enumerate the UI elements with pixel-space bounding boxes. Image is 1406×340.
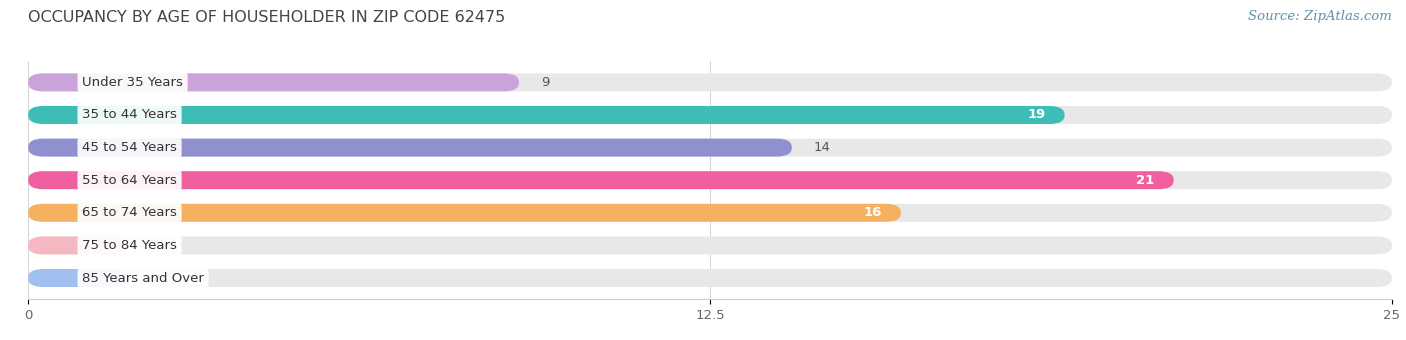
Text: 21: 21 xyxy=(1136,174,1154,187)
FancyBboxPatch shape xyxy=(28,269,127,287)
FancyBboxPatch shape xyxy=(28,204,901,222)
Text: 14: 14 xyxy=(814,141,831,154)
FancyBboxPatch shape xyxy=(28,236,1392,254)
FancyBboxPatch shape xyxy=(28,73,1392,91)
FancyBboxPatch shape xyxy=(28,171,1174,189)
FancyBboxPatch shape xyxy=(28,106,1392,124)
Text: OCCUPANCY BY AGE OF HOUSEHOLDER IN ZIP CODE 62475: OCCUPANCY BY AGE OF HOUSEHOLDER IN ZIP C… xyxy=(28,10,505,25)
FancyBboxPatch shape xyxy=(28,139,1392,156)
Text: 55 to 64 Years: 55 to 64 Years xyxy=(82,174,177,187)
Text: 16: 16 xyxy=(863,206,882,219)
FancyBboxPatch shape xyxy=(28,236,127,254)
Text: 0: 0 xyxy=(148,239,156,252)
FancyBboxPatch shape xyxy=(28,171,1392,189)
FancyBboxPatch shape xyxy=(28,73,519,91)
Text: 19: 19 xyxy=(1028,108,1046,121)
FancyBboxPatch shape xyxy=(28,106,1064,124)
Text: Source: ZipAtlas.com: Source: ZipAtlas.com xyxy=(1249,10,1392,23)
Text: 35 to 44 Years: 35 to 44 Years xyxy=(82,108,177,121)
FancyBboxPatch shape xyxy=(28,139,792,156)
Text: 85 Years and Over: 85 Years and Over xyxy=(82,272,204,285)
Text: 0: 0 xyxy=(148,272,156,285)
Text: 75 to 84 Years: 75 to 84 Years xyxy=(82,239,177,252)
Text: 45 to 54 Years: 45 to 54 Years xyxy=(82,141,177,154)
Text: 9: 9 xyxy=(541,76,550,89)
Text: 65 to 74 Years: 65 to 74 Years xyxy=(82,206,177,219)
FancyBboxPatch shape xyxy=(28,204,1392,222)
Text: Under 35 Years: Under 35 Years xyxy=(82,76,183,89)
FancyBboxPatch shape xyxy=(28,269,1392,287)
